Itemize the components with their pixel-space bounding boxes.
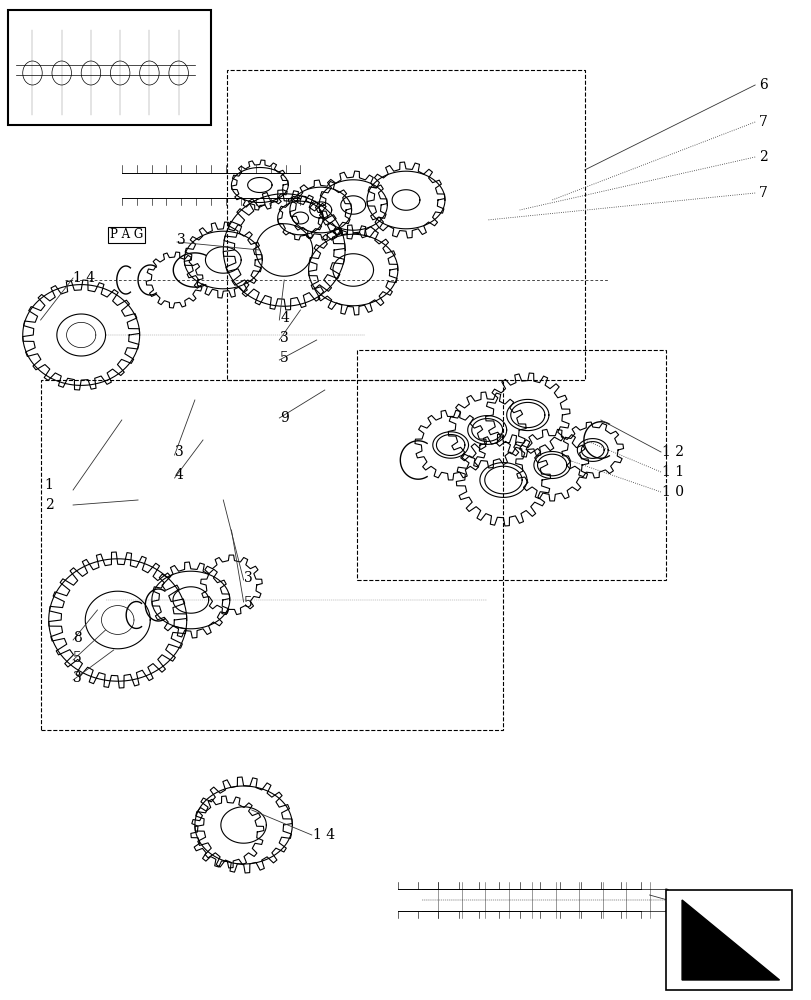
Text: 4: 4: [280, 311, 289, 325]
Text: 2: 2: [758, 150, 767, 164]
Text: 2: 2: [45, 498, 54, 512]
Text: 1 2: 1 2: [661, 445, 683, 459]
Text: 7: 7: [758, 115, 767, 129]
Text: 6: 6: [758, 78, 767, 92]
Text: 1 4: 1 4: [312, 828, 334, 842]
Text: 1: 1: [45, 478, 54, 492]
Text: 7: 7: [758, 186, 767, 200]
Text: 3: 3: [177, 233, 186, 247]
Text: 3: 3: [280, 331, 289, 345]
Text: 4: 4: [174, 468, 183, 482]
Text: 9: 9: [280, 411, 289, 425]
Bar: [665, 890, 791, 990]
Text: 3: 3: [73, 671, 82, 685]
Text: 3: 3: [174, 445, 183, 459]
Text: 5: 5: [73, 651, 82, 665]
Text: 1 3: 1 3: [685, 898, 707, 912]
Text: 1 0: 1 0: [661, 485, 683, 499]
Text: 5: 5: [243, 596, 252, 610]
Text: 8: 8: [73, 631, 82, 645]
Bar: [8, 10, 211, 125]
Polygon shape: [681, 900, 779, 980]
Text: 3: 3: [243, 571, 252, 585]
Text: 1 1: 1 1: [661, 465, 683, 479]
Text: 5: 5: [280, 351, 289, 365]
Text: 1 4: 1 4: [73, 271, 95, 285]
Text: P A G: P A G: [109, 229, 143, 241]
